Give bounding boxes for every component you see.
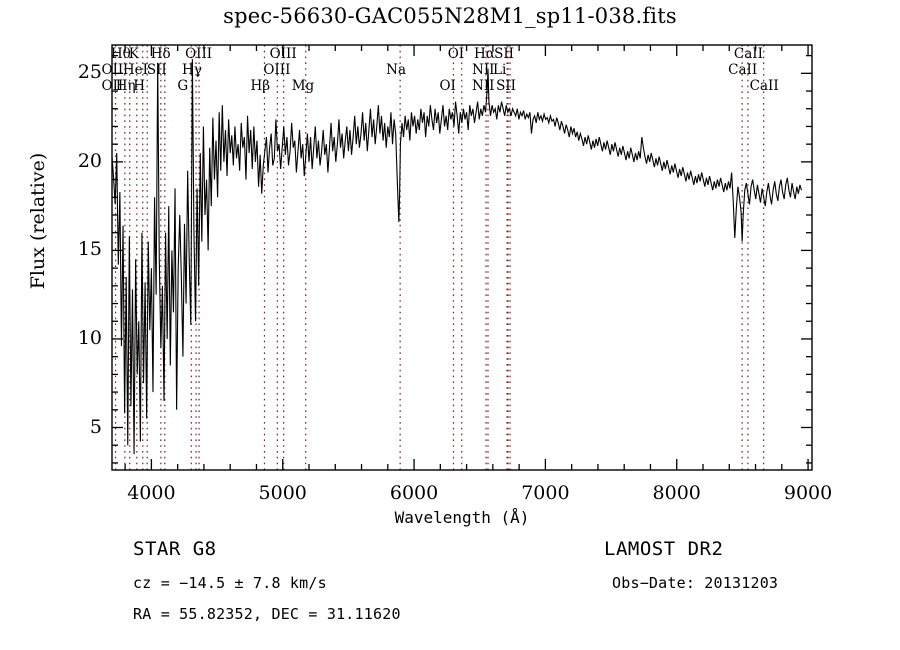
y-tick-label: 15 [77, 238, 102, 261]
line-label-HeI: HeI [122, 62, 148, 78]
x-tick-label: 5000 [258, 482, 307, 504]
observation-date: Obs−Date: 20131203 [612, 574, 779, 592]
line-label-H: Hγ [182, 62, 202, 78]
object-class-type: STAR G8 [133, 538, 217, 560]
x-tick-label: 8000 [652, 482, 701, 504]
x-tick-label: 4000 [127, 482, 176, 504]
line-label-OII: OII [101, 62, 124, 78]
line-label-Na: Na [386, 62, 407, 78]
line-label-CaII: CaII [728, 62, 758, 78]
line-label-OIII: OIII [185, 46, 213, 62]
line-label-NII: NII [472, 78, 495, 94]
line-label-H: Hβ [250, 78, 271, 94]
line-label-SII: SII [496, 78, 516, 94]
line-label-K: K [128, 46, 139, 62]
redshift-velocity: cz = −14.5 ± 7.8 km/s [133, 574, 327, 592]
line-label-Li: Li [493, 62, 507, 78]
line-label-OI: OI [439, 78, 456, 94]
line-label-G: G [177, 78, 189, 94]
y-axis-title: Flux (relative) [27, 152, 49, 290]
x-tick-label: 9000 [783, 482, 833, 504]
line-label-NII: NII [472, 62, 495, 78]
x-tick-label: 7000 [521, 482, 570, 504]
line-label-CaII: CaII [749, 78, 779, 94]
y-tick-label: 10 [77, 326, 102, 349]
y-tick-label: 5 [89, 415, 102, 438]
figure-title: spec-56630-GAC055N28M1_sp11-038.fits [223, 4, 677, 28]
line-label-H: Hη [115, 78, 136, 94]
line-label-OII: OII [101, 78, 124, 94]
y-tick-label: 20 [77, 149, 102, 172]
x-tick-label: 6000 [389, 482, 439, 504]
line-label-H: H [133, 78, 145, 94]
axes-frame [111, 44, 813, 471]
coordinates: RA = 55.82352, DEC = 31.11620 [133, 605, 401, 623]
line-label-OI: OI [447, 46, 465, 62]
line-label-SII: SII [146, 62, 167, 78]
line-label-Mg: Mg [291, 78, 315, 94]
x-axis-title: Wavelength (Å) [394, 508, 530, 527]
line-label-SII: SII [494, 46, 515, 62]
line-label-OIII: OIII [263, 62, 291, 78]
survey-name: LAMOST DR2 [604, 538, 724, 560]
y-tick-label: 25 [77, 61, 102, 84]
line-label-OIII: OIII [269, 46, 297, 62]
spectrum-trace [111, 59, 803, 455]
line-label-H: Hδ [150, 46, 171, 62]
line-label-H: Hα [474, 46, 495, 62]
line-label-H: Hθ [110, 46, 131, 62]
line-label-CaII: CaII [733, 46, 763, 62]
